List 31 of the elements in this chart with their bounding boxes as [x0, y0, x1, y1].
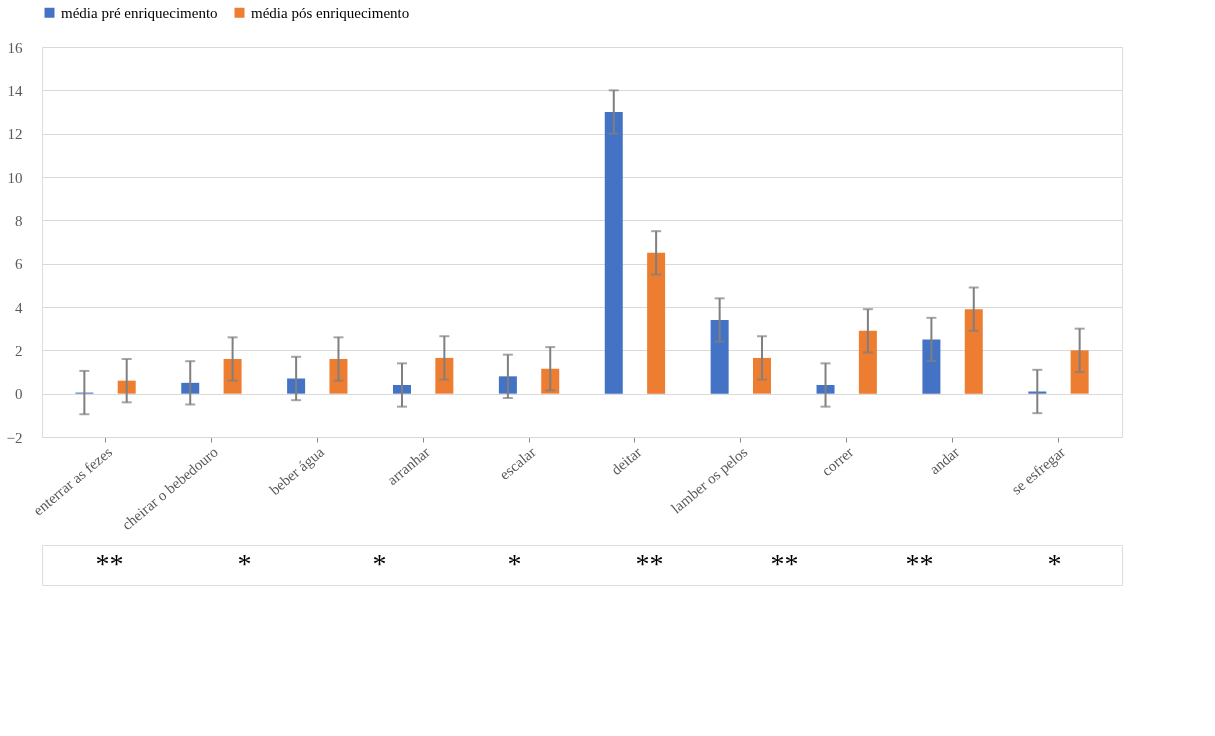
bar [858, 330, 877, 394]
text: ** [905, 548, 934, 579]
bar [604, 112, 623, 394]
y-tick-label: 0 [15, 386, 23, 403]
y-tick-label: 14 [7, 82, 23, 99]
bar [922, 339, 941, 394]
text: * [1047, 548, 1062, 579]
y-tick-label: 2 [15, 342, 23, 359]
y-tick-label: 6 [15, 256, 23, 273]
bar [223, 359, 242, 394]
text: ** [770, 548, 799, 579]
y-tick-label: 16 [7, 39, 23, 56]
legend-label: média pós enriquecimento [251, 4, 410, 21]
bar [710, 320, 729, 394]
text: ** [635, 548, 664, 579]
text: ** [95, 548, 124, 579]
bar [964, 309, 983, 394]
bar [435, 357, 454, 394]
legend-label: média pré enriquecimento [61, 4, 218, 21]
bar [329, 359, 348, 394]
bar [753, 357, 771, 394]
text: * [237, 548, 252, 579]
text: * [372, 548, 387, 579]
y-tick-label: 12 [7, 126, 23, 143]
bar [1070, 350, 1089, 394]
y-tick-label: 4 [15, 299, 23, 316]
y-tick-label: 8 [15, 212, 23, 229]
y-tick-label: 10 [7, 169, 23, 186]
text: * [507, 548, 522, 579]
y-tick-label: −2 [6, 429, 23, 446]
bar [647, 252, 666, 394]
